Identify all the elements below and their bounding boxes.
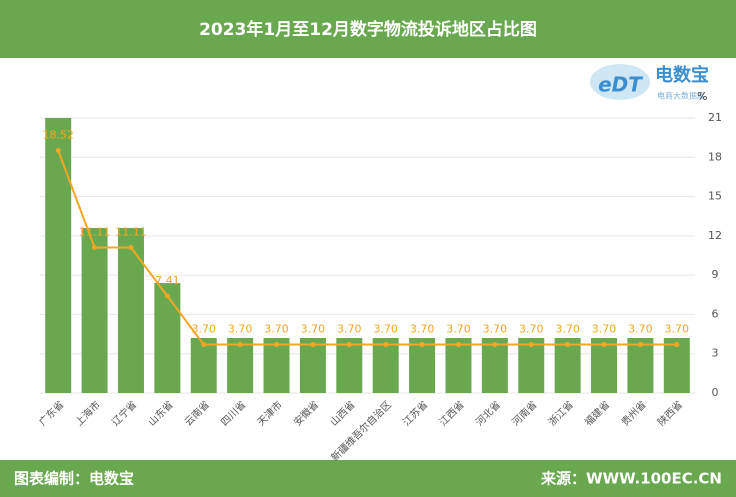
value-label: 3.70 <box>446 323 471 336</box>
x-tick-label: 陕西省 <box>655 398 685 428</box>
x-tick-label: 河北省 <box>473 398 503 428</box>
logo: eDT 电数宝 电商大数据库 <box>590 64 709 101</box>
value-label: 3.70 <box>192 323 217 336</box>
bar <box>299 338 326 393</box>
footer-band <box>0 460 736 497</box>
line-point <box>346 342 352 348</box>
bar <box>263 338 290 393</box>
footer-left: 图表编制：电数宝 <box>14 470 134 488</box>
bar <box>45 118 72 393</box>
line-point <box>455 342 461 348</box>
bar <box>445 338 472 393</box>
value-label: 3.70 <box>337 323 362 336</box>
line-point <box>164 293 170 299</box>
x-tick-label: 浙江省 <box>545 398 575 428</box>
line-point <box>55 147 61 153</box>
logo-cloud <box>590 64 650 100</box>
x-tick-label: 山西省 <box>327 398 357 428</box>
y-tick-label: 18 <box>708 150 722 163</box>
x-tick-label: 广东省 <box>36 398 66 428</box>
chart-title: 2023年1月至12月数字物流投诉地区占比图 <box>199 19 537 40</box>
line-point <box>419 342 425 348</box>
value-label: 3.70 <box>665 323 690 336</box>
bar <box>154 283 181 393</box>
x-tick-label: 四川省 <box>218 398 248 428</box>
bar <box>518 338 545 393</box>
bar <box>227 338 254 393</box>
x-tick-label: 福建省 <box>582 398 612 428</box>
line-point <box>601 342 607 348</box>
bar <box>117 228 144 393</box>
logo-tagline: 电商大数据库 <box>657 91 705 101</box>
value-label: 11.11 <box>115 226 147 239</box>
bar <box>663 338 690 393</box>
x-tick-label: 新疆维吾尔自治区 <box>328 398 394 464</box>
line <box>57 150 677 346</box>
y-tick-label: 6 <box>712 307 719 320</box>
value-label: 3.70 <box>410 323 435 336</box>
bar <box>372 338 399 393</box>
value-label: 3.70 <box>592 323 617 336</box>
y-tick-label: 0 <box>712 386 719 399</box>
bar <box>554 338 581 393</box>
bar <box>481 338 508 393</box>
value-label: 7.41 <box>155 274 180 287</box>
x-tick-label: 贵州省 <box>618 398 648 428</box>
y-tick-label: 21 <box>708 111 722 124</box>
y-tick-label: 3 <box>712 347 719 360</box>
x-tick-label: 云南省 <box>182 398 212 428</box>
value-label: 18.52 <box>42 128 74 141</box>
y-axis-label: % <box>697 90 707 103</box>
x-tick-label: 江西省 <box>436 398 466 428</box>
line-point <box>274 342 280 348</box>
x-tick-label: 辽宁省 <box>109 398 139 428</box>
logo-mark: eDT <box>598 73 643 97</box>
y-tick-label: 9 <box>712 268 719 281</box>
x-tick-label: 天津市 <box>254 398 284 428</box>
line-point <box>492 342 498 348</box>
value-label: 3.70 <box>373 323 398 336</box>
line-point <box>92 245 98 251</box>
logo-name: 电数宝 <box>655 64 709 86</box>
bar <box>409 338 436 393</box>
value-label: 3.70 <box>555 323 580 336</box>
bar <box>627 338 654 393</box>
x-tick-label: 江苏省 <box>400 398 430 428</box>
line-point <box>237 342 243 348</box>
line-point <box>201 342 207 348</box>
value-label: 3.70 <box>483 323 508 336</box>
x-tick-label: 上海市 <box>72 398 102 428</box>
x-tick-label: 山东省 <box>145 398 175 428</box>
bar <box>81 228 108 393</box>
line-point <box>565 342 571 348</box>
line-point <box>383 342 389 348</box>
value-label: 11.11 <box>79 226 111 239</box>
value-label: 3.70 <box>519 323 544 336</box>
x-tick-label: 安徽省 <box>291 398 321 428</box>
line-point <box>128 245 134 251</box>
value-label: 3.70 <box>228 323 253 336</box>
line-point <box>674 342 680 348</box>
x-tick-label: 河南省 <box>509 398 539 428</box>
bar <box>591 338 618 393</box>
line-point <box>310 342 316 348</box>
line-point <box>637 342 643 348</box>
bar <box>336 338 363 393</box>
header-band <box>0 0 736 58</box>
value-label: 3.70 <box>301 323 326 336</box>
bar <box>190 338 217 393</box>
value-label: 3.70 <box>628 323 653 336</box>
footer-right: 来源：WWW.100EC.CN <box>540 470 722 488</box>
value-label: 3.70 <box>264 323 289 336</box>
y-tick-label: 12 <box>708 229 722 242</box>
y-tick-label: 15 <box>708 190 722 203</box>
line-point <box>528 342 534 348</box>
